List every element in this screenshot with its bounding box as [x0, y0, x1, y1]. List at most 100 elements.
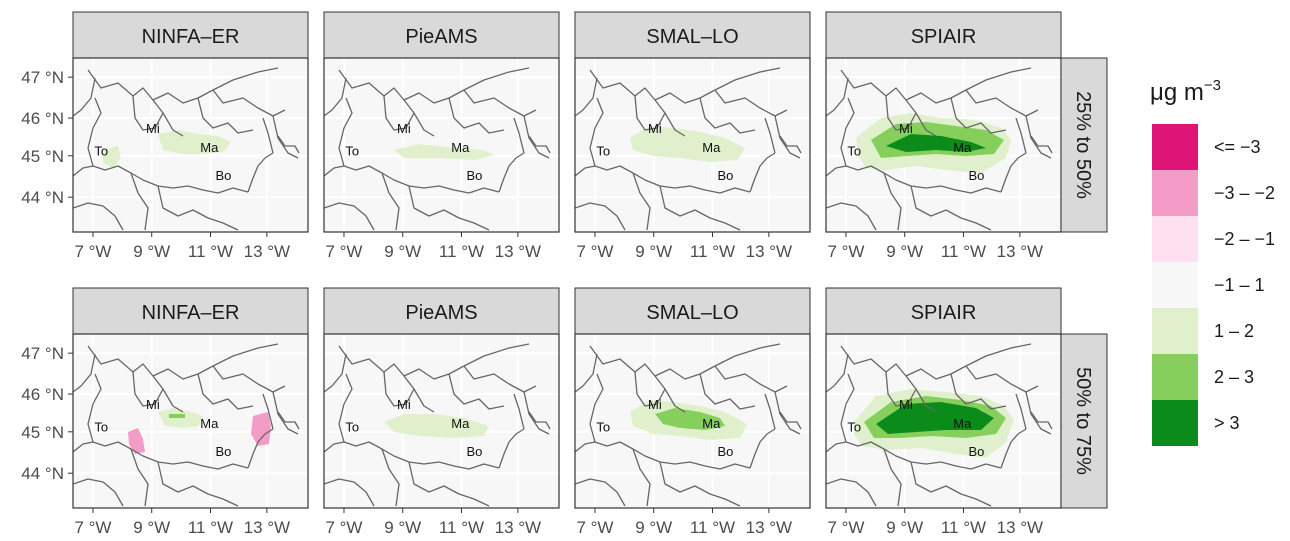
x-tick-label-2: 11 °W: [188, 518, 233, 537]
legend-key-4: [1152, 308, 1198, 354]
map-panel-1-0: To Mi Ma Bo: [73, 334, 308, 508]
facet-strip-label-0-1: PieAMS: [405, 26, 477, 48]
facet-strip-label-1-3: SPIAIR: [911, 302, 977, 324]
x-tick-label-1: 9 °W: [133, 518, 170, 537]
y-tick-label-1: 46 °N: [21, 109, 64, 128]
city-label-to: To: [345, 419, 359, 434]
field-cell-1 – 2: [158, 130, 231, 154]
x-tick-label-3: 13 °W: [244, 518, 290, 537]
legend-key-1: [1152, 170, 1198, 216]
map-panel-0-0: To Mi Ma Bo: [73, 58, 308, 232]
city-label-mi: Mi: [146, 397, 160, 412]
panel-border-1-0: [72, 333, 309, 509]
map-panel-0-1: To Mi Ma Bo: [324, 58, 559, 232]
field-cell-2 – 3: [655, 408, 725, 430]
facet-strip-label-1-0: NINFA–ER: [142, 302, 240, 324]
x-tick-label-0: 7 °W: [325, 242, 362, 261]
legend-label-1: −3 – −2: [1214, 183, 1275, 203]
x-tick-label-1: 9 °W: [384, 518, 421, 537]
field-cell-−3 – −2: [251, 412, 271, 446]
facet-strip-1-2: [574, 287, 811, 335]
field-cell-2 – 3: [169, 414, 185, 418]
pollution-field: To Mi Ma Bo: [826, 343, 1053, 507]
x-tick-label-3: 13 °W: [997, 242, 1043, 261]
y-tick-label-3: 44 °N: [21, 188, 64, 207]
pollution-field: To Mi Ma Bo: [826, 67, 1053, 231]
facet-strip-0-3: [825, 11, 1062, 59]
city-label-bo: Bo: [215, 168, 231, 183]
map-panel-0-3: To Mi Ma Bo: [826, 58, 1061, 232]
pollution-field: To Mi Ma Bo: [575, 343, 802, 507]
city-label-bo: Bo: [968, 444, 984, 459]
city-label-bo: Bo: [466, 168, 482, 183]
x-tick-label-3: 13 °W: [244, 242, 290, 261]
panel-border-1-2: [574, 333, 811, 509]
panel-border-0-2: [574, 57, 811, 233]
facet-strip-0-1: [323, 11, 560, 59]
x-tick-label-0: 7 °W: [74, 242, 111, 261]
city-label-ma: Ma: [953, 140, 972, 155]
city-label-mi: Mi: [648, 397, 662, 412]
x-tick-label-2: 11 °W: [439, 242, 484, 261]
city-label-ma: Ma: [200, 140, 219, 155]
x-tick-label-3: 13 °W: [746, 518, 792, 537]
legend-key-5: [1152, 354, 1198, 400]
x-tick-label-2: 11 °W: [439, 518, 484, 537]
facet-strip-1-3: [825, 287, 1062, 335]
x-tick-label-0: 7 °W: [576, 242, 613, 261]
x-tick-label-3: 13 °W: [495, 518, 541, 537]
pollution-field: To Mi Ma Bo: [73, 343, 300, 507]
x-tick-label-0: 7 °W: [74, 518, 111, 537]
x-tick-label-3: 13 °W: [495, 242, 541, 261]
legend-label-4: 1 – 2: [1214, 321, 1254, 341]
city-label-bo: Bo: [466, 444, 482, 459]
legend-key-2: [1152, 216, 1198, 262]
facet-strip-label-0-0: NINFA–ER: [142, 26, 240, 48]
city-label-to: To: [847, 143, 861, 158]
x-tick-label-1: 9 °W: [635, 518, 672, 537]
facet-strip-label-1-1: PieAMS: [405, 302, 477, 324]
row-strip-1: [1060, 333, 1108, 509]
x-tick-label-0: 7 °W: [827, 518, 864, 537]
city-label-to: To: [847, 419, 861, 434]
x-tick-label-1: 9 °W: [886, 242, 923, 261]
field-cell-1 – 2: [630, 126, 745, 162]
facet-strip-label-0-2: SMAL–LO: [646, 26, 738, 48]
map-panel-0-2: To Mi Ma Bo: [575, 58, 810, 232]
pollution-field: To Mi Ma Bo: [324, 67, 551, 231]
y-tick-label-3: 44 °N: [21, 464, 64, 483]
city-label-to: To: [596, 143, 610, 158]
x-tick-label-1: 9 °W: [133, 242, 170, 261]
city-label-mi: Mi: [899, 121, 913, 136]
facet-strip-1-0: [72, 287, 309, 335]
field-cell-> 3: [886, 134, 986, 152]
legend-label-6: > 3: [1214, 413, 1240, 433]
x-tick-label-2: 11 °W: [941, 242, 986, 261]
legend-label-0: <= −3: [1214, 137, 1261, 157]
city-label-to: To: [94, 143, 108, 158]
x-tick-label-3: 13 °W: [746, 242, 792, 261]
x-tick-label-2: 11 °W: [690, 518, 735, 537]
x-tick-label-2: 11 °W: [188, 242, 233, 261]
map-panel-1-2: To Mi Ma Bo: [575, 334, 810, 508]
panel-background: [324, 58, 559, 232]
row-strip-0: [1060, 57, 1108, 233]
field-cell-1 – 2: [384, 414, 489, 438]
x-tick-label-2: 11 °W: [690, 242, 735, 261]
city-label-mi: Mi: [648, 121, 662, 136]
y-tick-label-2: 45 °N: [21, 423, 64, 442]
panel-border-1-1: [323, 333, 560, 509]
facet-strip-label-0-3: SPIAIR: [911, 26, 977, 48]
x-tick-label-0: 7 °W: [576, 518, 613, 537]
x-tick-label-0: 7 °W: [827, 242, 864, 261]
city-label-mi: Mi: [397, 397, 411, 412]
city-label-ma: Ma: [451, 140, 470, 155]
x-tick-label-2: 11 °W: [941, 518, 986, 537]
city-label-ma: Ma: [451, 416, 470, 431]
city-label-ma: Ma: [200, 416, 219, 431]
x-tick-label-1: 9 °W: [886, 518, 923, 537]
city-label-bo: Bo: [215, 444, 231, 459]
legend-label-5: 2 – 3: [1214, 367, 1254, 387]
pollution-field: To Mi Ma Bo: [575, 67, 802, 231]
y-tick-label-0: 47 °N: [21, 68, 64, 87]
